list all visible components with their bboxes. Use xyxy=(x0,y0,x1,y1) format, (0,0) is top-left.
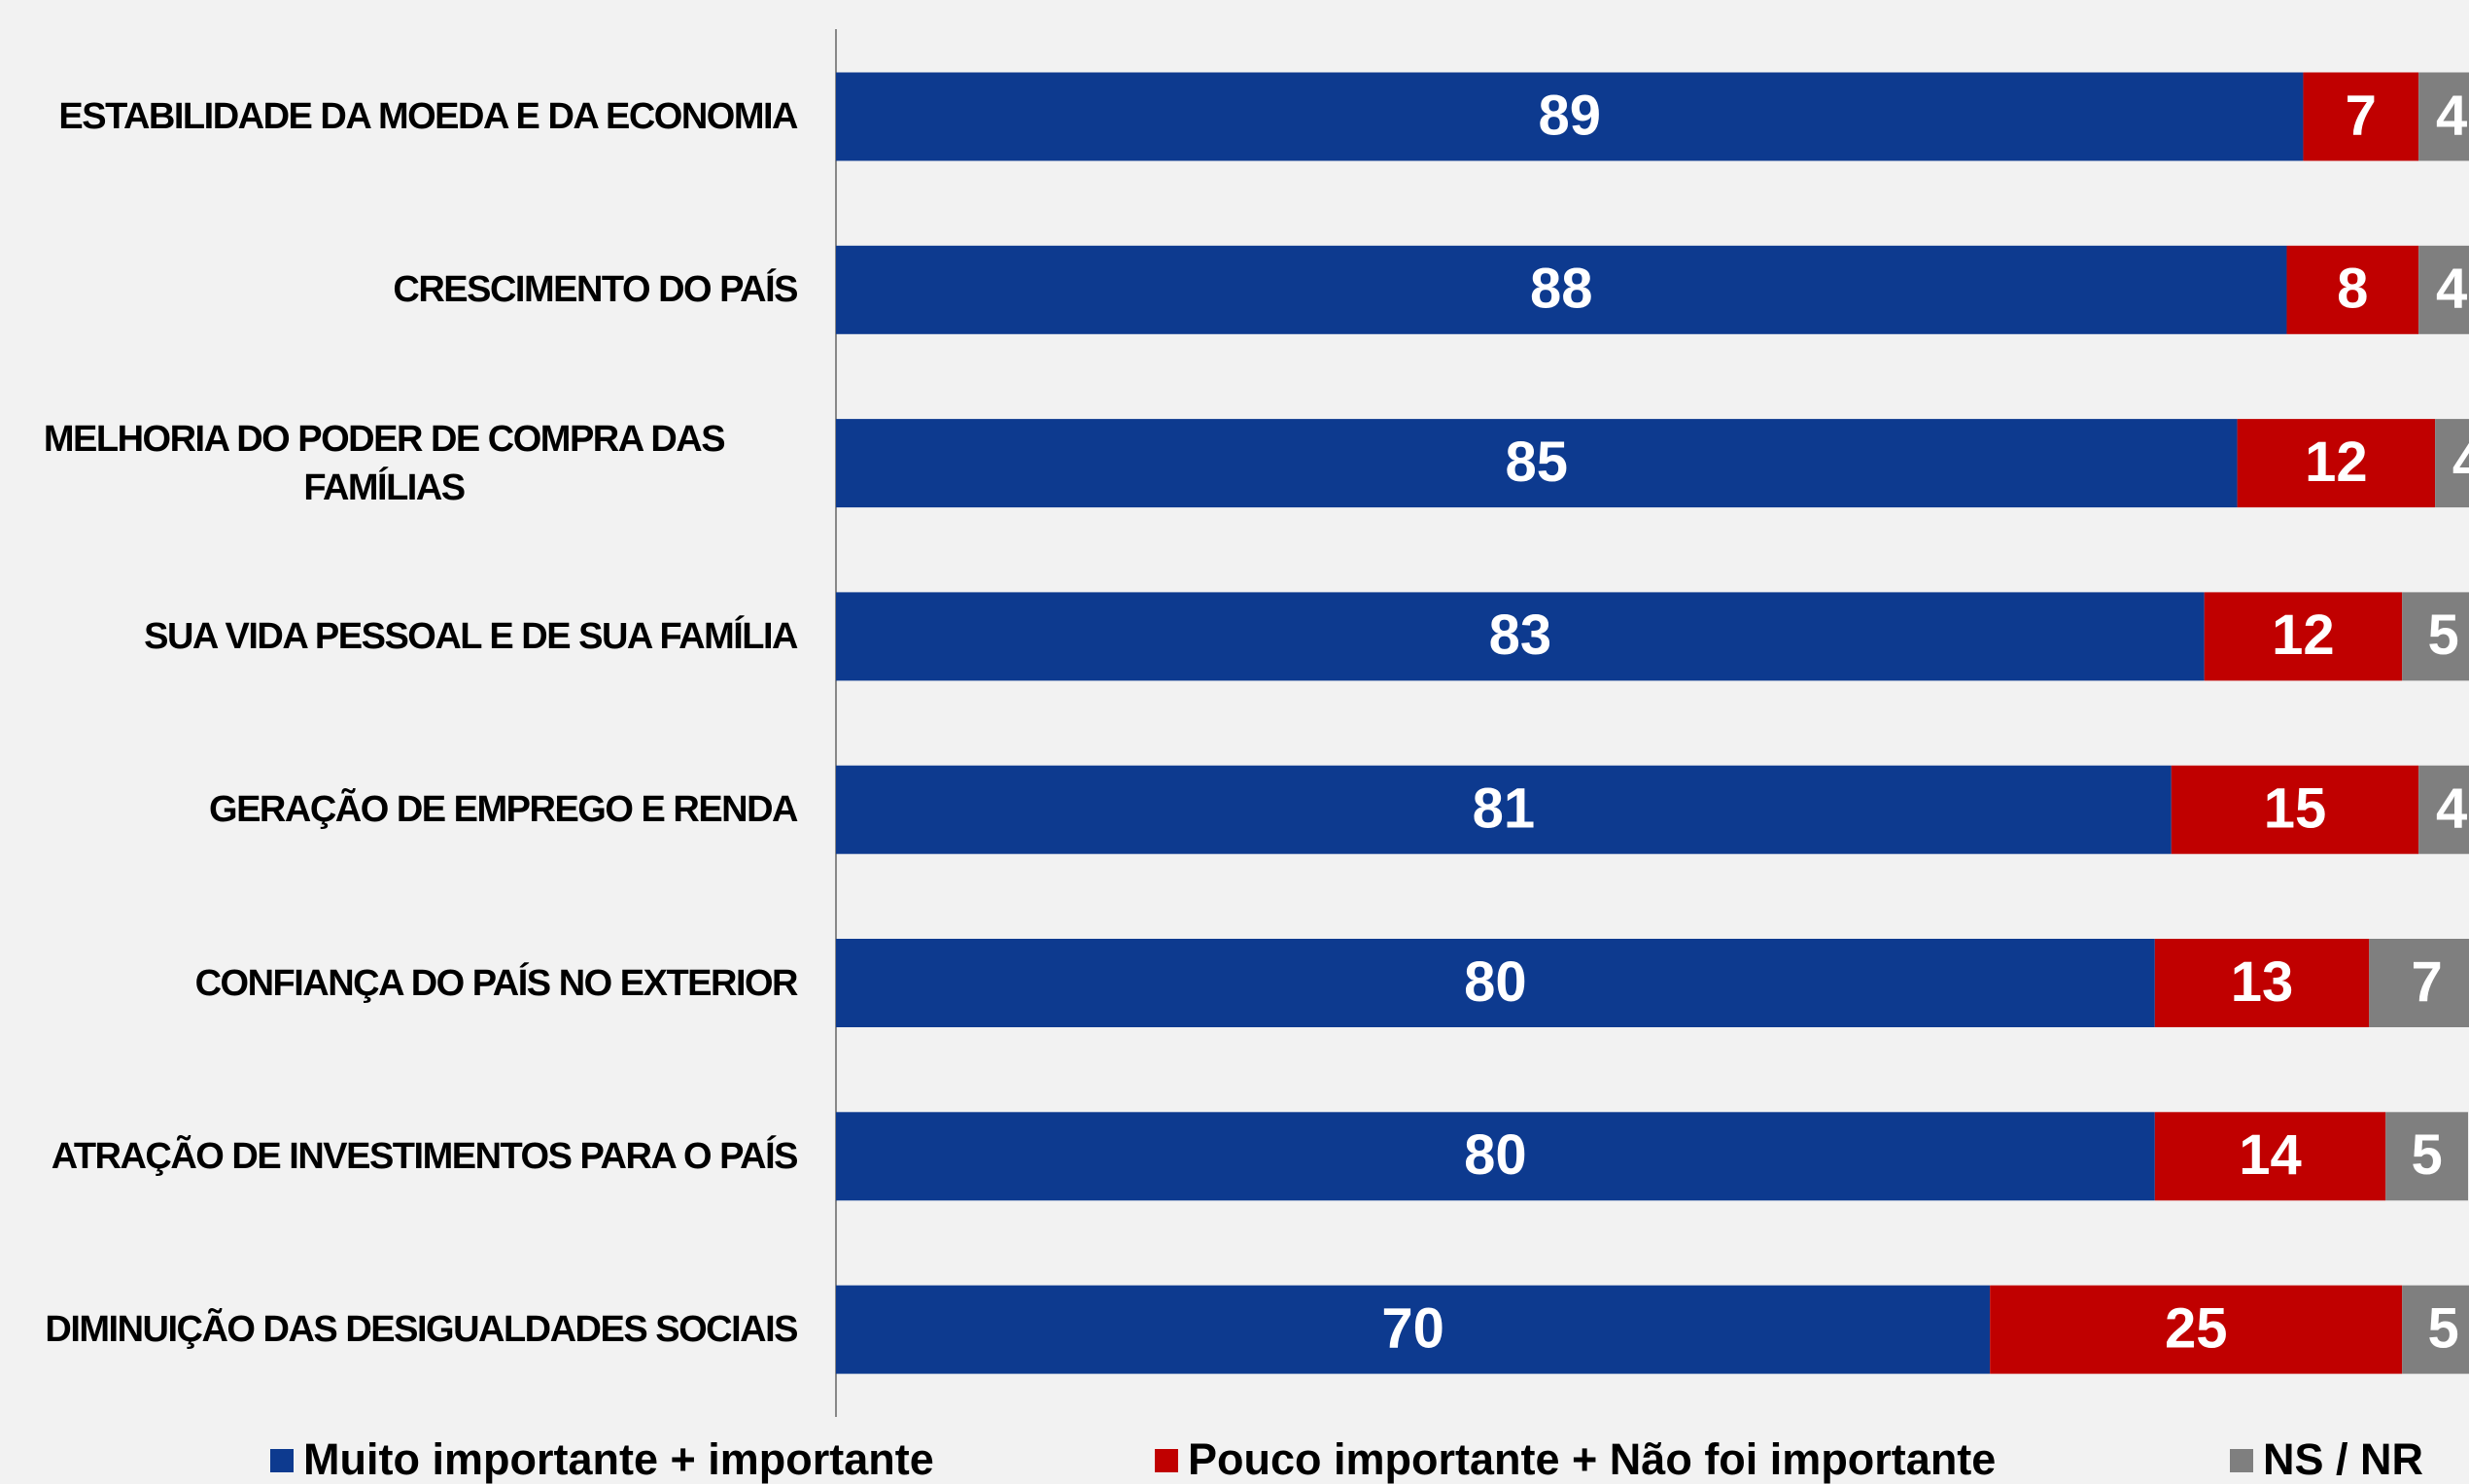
value-label: 70 xyxy=(1381,1296,1444,1360)
category-label-box: SUA VIDA PESSOAL E DE SUA FAMÍLIA xyxy=(0,578,798,695)
category-label: SUA VIDA PESSOAL E DE SUA FAMÍLIA xyxy=(144,615,798,657)
value-label: 5 xyxy=(2412,1123,2443,1187)
value-label: 15 xyxy=(2264,777,2327,841)
legend-label: Pouco importante + Não foi importante xyxy=(1188,1434,1996,1484)
bar-segment xyxy=(836,939,2155,1027)
value-label: 83 xyxy=(1489,604,1552,667)
category-label-box: CONFIANÇA DO PAÍS NO EXTERIOR xyxy=(0,925,799,1042)
bar-segment xyxy=(2435,419,2469,508)
value-label: 14 xyxy=(2239,1123,2302,1187)
value-label: 4 xyxy=(2436,777,2467,841)
legend-swatch xyxy=(1155,1449,1178,1472)
bar-segment xyxy=(1990,1285,2403,1374)
value-label: 25 xyxy=(2165,1296,2228,1360)
category-label-box: MELHORIA DO PODER DE COMPRA DAS FAMÍLIAS xyxy=(0,405,797,522)
bar-segment xyxy=(2418,245,2469,334)
value-label: 80 xyxy=(1464,1123,1527,1187)
value-label: 85 xyxy=(1506,431,1569,494)
category-label: CRESCIMENTO DO PAÍS xyxy=(393,269,798,311)
bar-segment xyxy=(2369,939,2469,1027)
category-label: GERAÇÃO DE EMPREGO E RENDA xyxy=(209,789,798,831)
value-label: 5 xyxy=(2427,1296,2458,1360)
bar-segment xyxy=(2402,1285,2469,1374)
value-label: 7 xyxy=(2346,84,2377,147)
value-label: 5 xyxy=(2427,604,2458,667)
bar-segment xyxy=(836,72,2304,161)
value-label: 80 xyxy=(1464,950,1527,1014)
bar-segment xyxy=(2402,592,2469,681)
value-label: 12 xyxy=(2305,431,2368,494)
bar-segment xyxy=(2385,1112,2469,1201)
bar-segment xyxy=(2171,765,2419,854)
value-label: 8 xyxy=(2337,258,2368,321)
value-label: 81 xyxy=(1473,777,1536,841)
bar-segment xyxy=(2154,1112,2386,1201)
legend-label: NS / NR xyxy=(2263,1434,2423,1484)
value-label: 89 xyxy=(1538,84,1601,147)
category-label-box: CRESCIMENTO DO PAÍS xyxy=(0,231,798,348)
category-label-box: DIMINUIÇÃO DAS DESIGUALDADES SOCIAIS xyxy=(0,1271,798,1388)
bar-segment xyxy=(836,1112,2155,1201)
bar-segment xyxy=(2286,245,2419,334)
value-label: 13 xyxy=(2231,950,2294,1014)
bar-segment xyxy=(2237,419,2436,508)
category-label-box: ESTABILIDADE DA MOEDA E DA ECONOMIA xyxy=(0,58,798,175)
value-label: 12 xyxy=(2272,604,2335,667)
value-label: 4 xyxy=(2436,84,2467,147)
category-label-box: ATRAÇÃO DE INVESTIMENTOS PARA O PAÍS xyxy=(0,1098,799,1215)
value-label: 4 xyxy=(2452,431,2469,494)
value-label: 7 xyxy=(2412,950,2443,1014)
value-label: 88 xyxy=(1530,258,1593,321)
bar-segment xyxy=(2154,939,2370,1027)
category-label: MELHORIA DO PODER DE COMPRA DAS FAMÍLIAS xyxy=(43,418,726,508)
category-label-box: GERAÇÃO DE EMPREGO E RENDA xyxy=(0,751,798,868)
bar-segment xyxy=(2418,765,2469,854)
value-label: 4 xyxy=(2436,258,2467,321)
bar-segment xyxy=(2418,72,2469,161)
bar-segment xyxy=(2204,592,2403,681)
bar-segment xyxy=(836,765,2172,854)
bar-segment xyxy=(836,1285,1991,1374)
category-label: ESTABILIDADE DA MOEDA E DA ECONOMIA xyxy=(58,96,798,137)
bar-segment xyxy=(2303,72,2419,161)
category-label: DIMINUIÇÃO DAS DESIGUALDADES SOCIAIS xyxy=(45,1309,798,1351)
legend-swatch xyxy=(270,1449,294,1472)
category-label: ATRAÇÃO DE INVESTIMENTOS PARA O PAÍS xyxy=(51,1135,799,1177)
legend-swatch xyxy=(2230,1449,2253,1472)
bar-segment xyxy=(836,419,2238,508)
category-label: CONFIANÇA DO PAÍS NO EXTERIOR xyxy=(194,962,799,1004)
bar-segment xyxy=(836,592,2205,681)
bar-segment xyxy=(836,245,2287,334)
legend-label: Muito importante + importante xyxy=(303,1434,934,1484)
